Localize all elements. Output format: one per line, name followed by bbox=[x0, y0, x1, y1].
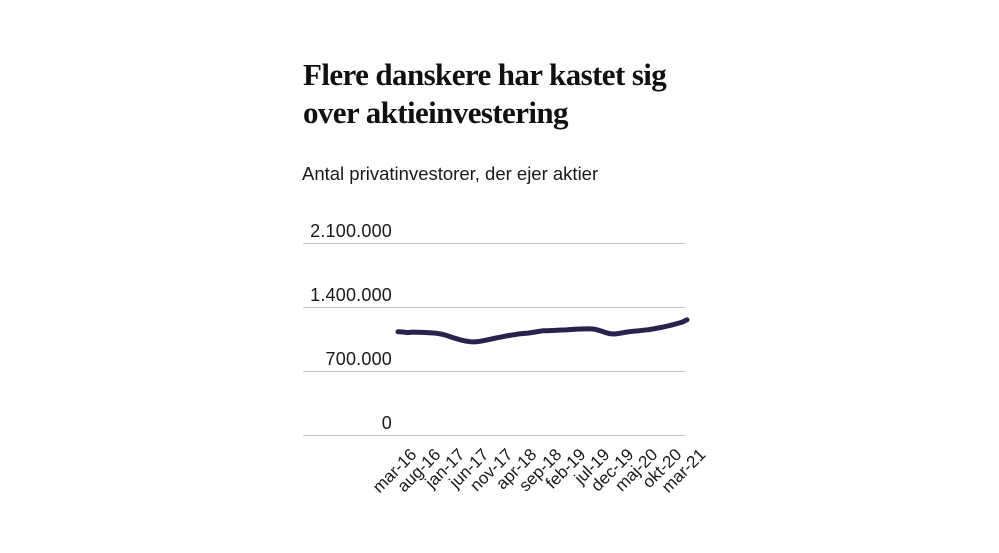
chart-title-line-2: over aktieinvestering bbox=[303, 95, 569, 130]
y-axis-label: 0 bbox=[381, 413, 392, 433]
gridline bbox=[303, 435, 685, 436]
chart-title: Flere danskere har kastet sig over aktie… bbox=[303, 56, 733, 132]
chart-title-line-1: Flere danskere har kastet sig bbox=[303, 57, 667, 92]
y-axis-label: 700.000 bbox=[325, 349, 392, 369]
gridline bbox=[303, 371, 685, 372]
y-axis-label: 2.100.000 bbox=[310, 221, 392, 241]
gridline bbox=[303, 307, 685, 308]
y-axis-label: 1.400.000 bbox=[310, 285, 392, 305]
chart-subtitle: Antal privatinvestorer, der ejer aktier bbox=[302, 163, 599, 184]
gridline bbox=[303, 243, 685, 244]
data-line bbox=[395, 317, 690, 345]
